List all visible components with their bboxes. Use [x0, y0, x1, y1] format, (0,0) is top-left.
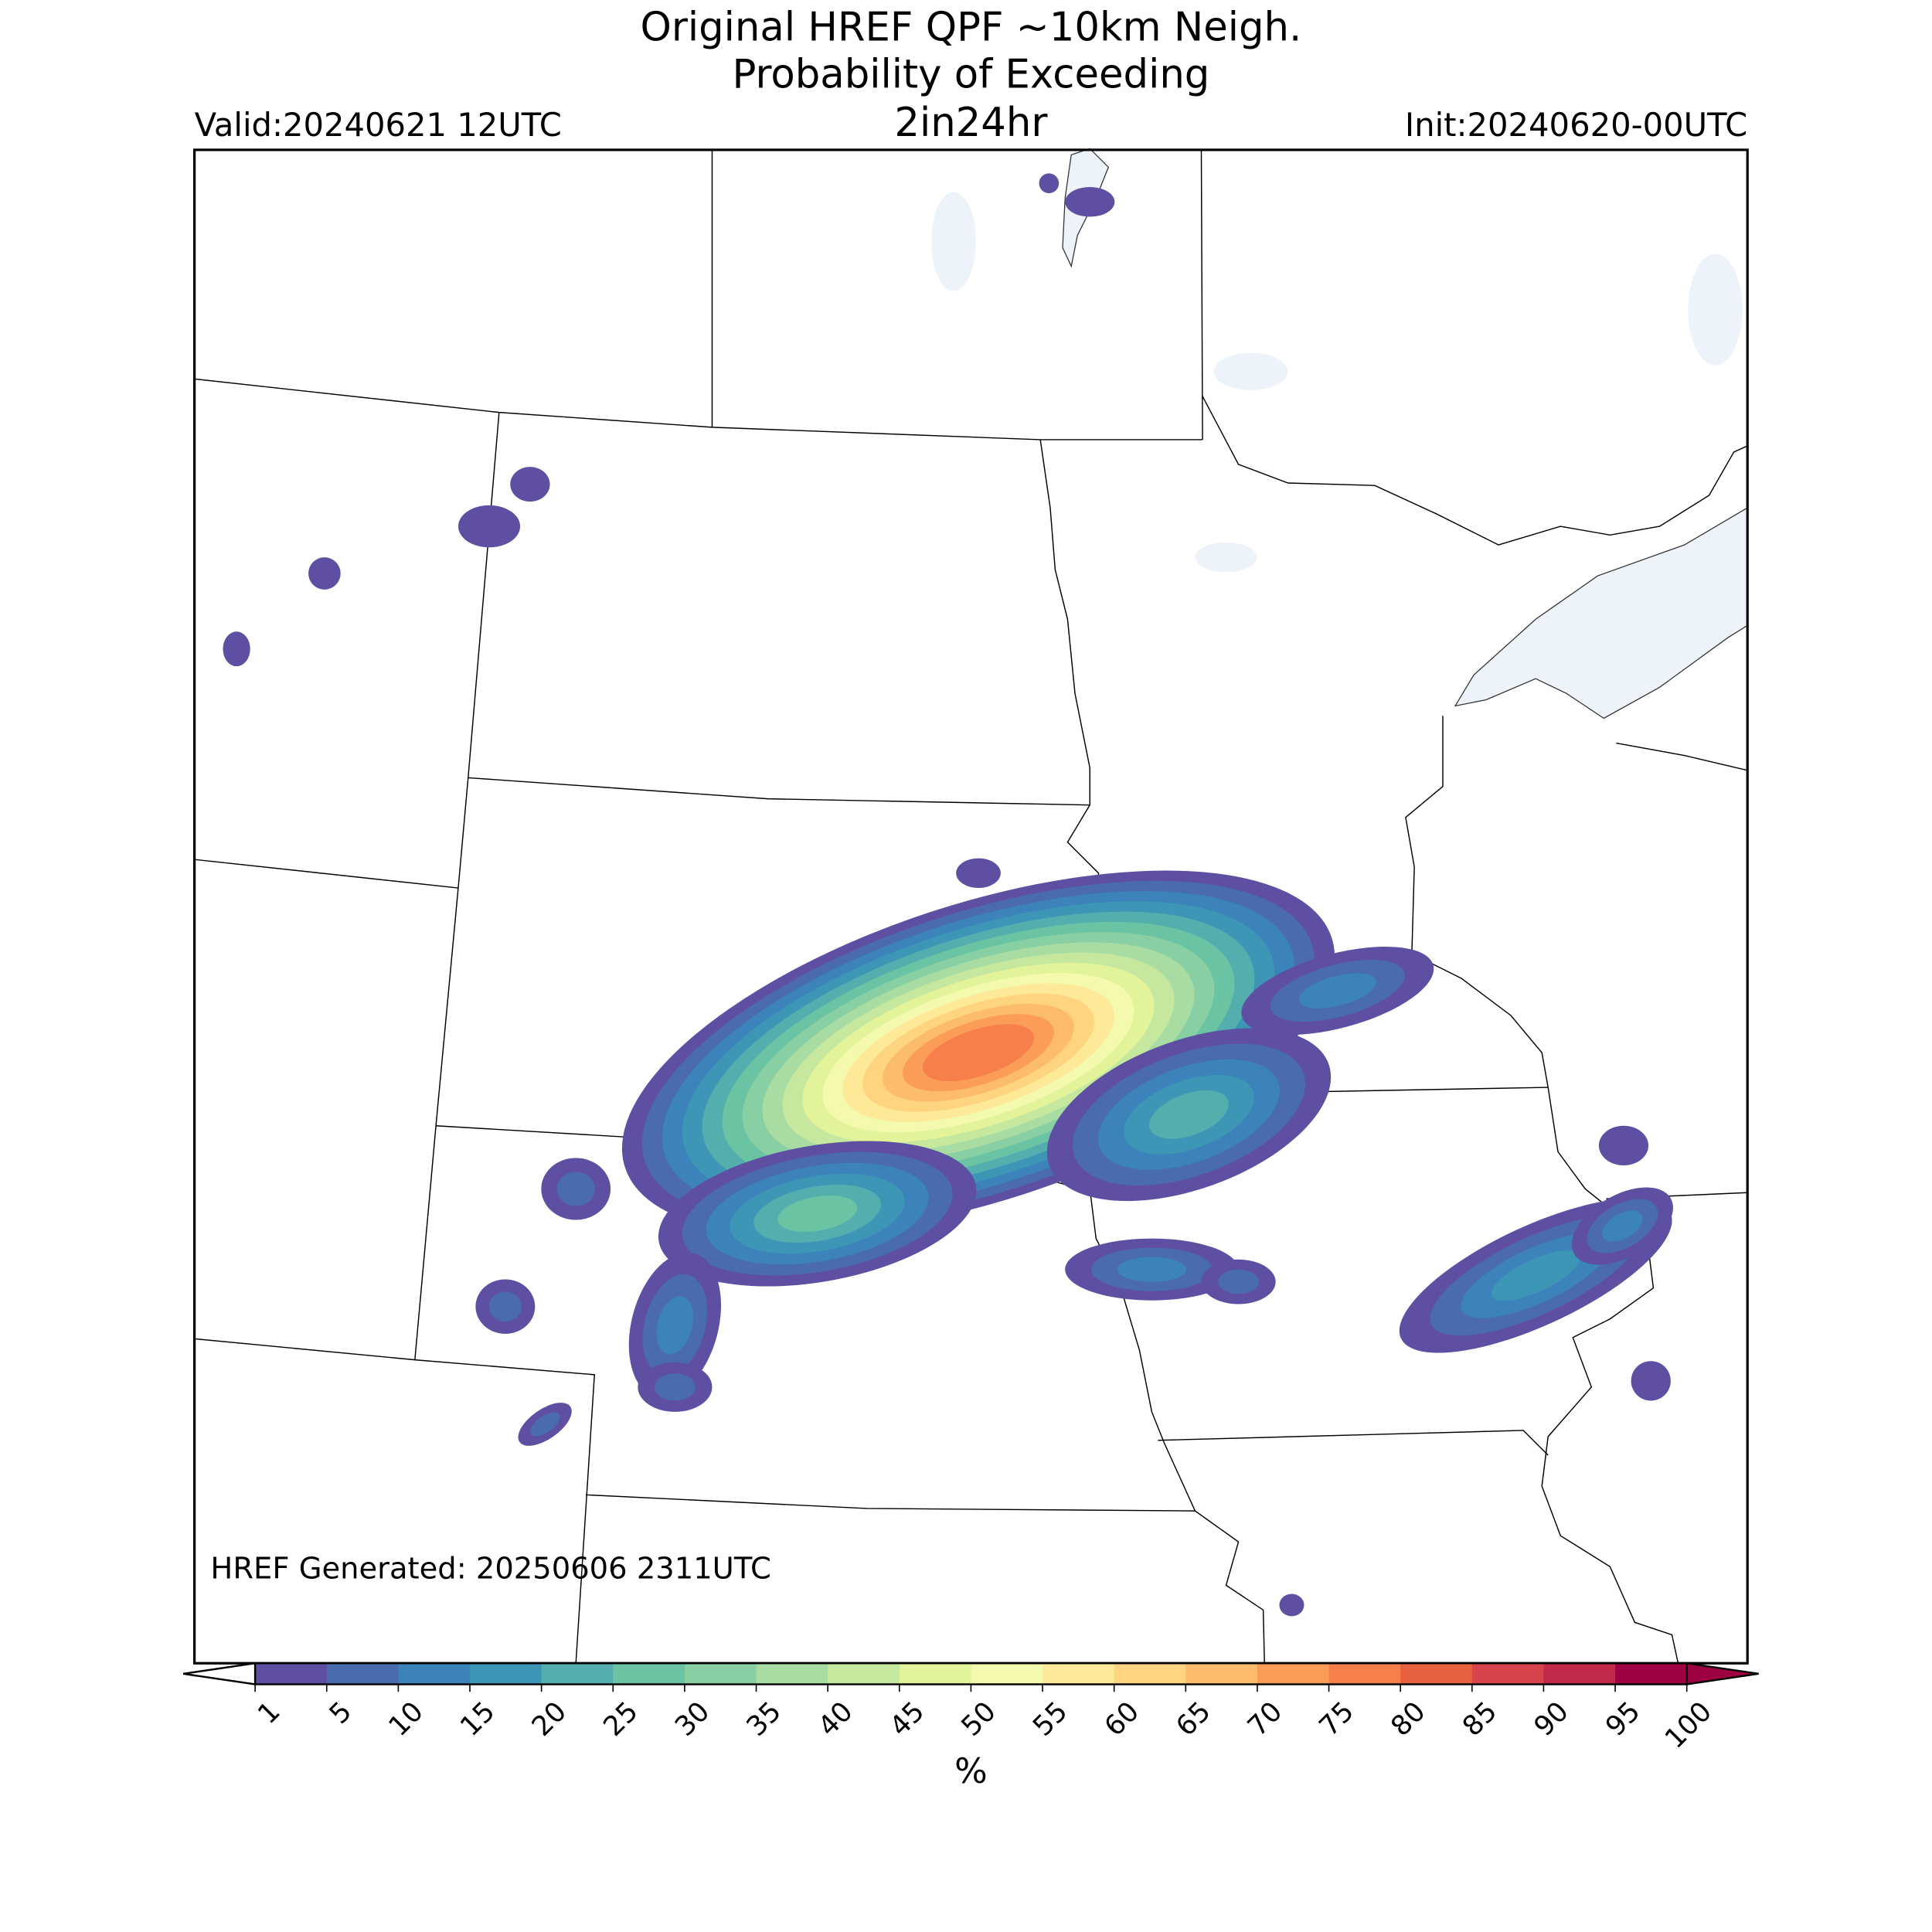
colorbar-segment [756, 1663, 828, 1685]
colorbar-segment [899, 1663, 972, 1685]
precip-area [223, 631, 250, 667]
colorbar-tick-label: 20 [526, 1696, 573, 1743]
colorbar-segment [255, 1663, 328, 1685]
precip-area [1491, 1250, 1580, 1301]
border [585, 1494, 1196, 1512]
colorbar-frame [253, 1662, 1688, 1685]
precip-area [1279, 1594, 1304, 1617]
generated-note: HREF Generated: 20250606 2311UTC [210, 1552, 770, 1587]
colorbar-segment [1257, 1663, 1330, 1685]
colorbar-tick-label: 5 [323, 1696, 358, 1730]
colorbar-segment [398, 1663, 471, 1685]
precip-area [1039, 173, 1060, 193]
colorbar-tick-label: 75 [1313, 1696, 1360, 1743]
precip-area [1065, 186, 1115, 217]
precip-area [530, 1412, 560, 1437]
colorbar-tick-label: 100 [1659, 1696, 1719, 1755]
colorbar-tick-label: 65 [1170, 1696, 1217, 1743]
colorbar-tick-label: 85 [1457, 1696, 1504, 1743]
colorbar-tick-label: 15 [454, 1696, 502, 1743]
precip-area [1117, 1257, 1187, 1282]
colorbar-segment [1400, 1663, 1473, 1685]
precip-area [656, 1296, 694, 1355]
colorbar-segment [684, 1663, 757, 1685]
precip-area [777, 1196, 858, 1233]
colorbar-tick-label: 95 [1600, 1696, 1647, 1743]
lake [1688, 253, 1743, 366]
colorbar-tick-label: 30 [669, 1696, 716, 1743]
precipitation-field [223, 173, 1673, 1617]
colorbar-segment [1114, 1663, 1187, 1685]
colorbar-segment [1328, 1663, 1401, 1685]
title-line: Original HREF QPF ~10km Neigh. [640, 4, 1301, 50]
valid-time: Valid:20240621 12UTC [195, 106, 562, 144]
colorbar: % 1 5 10 15 20 25 30 35 40 45 50 55 60 65 70 75 80 85 90 95… [183, 1662, 1759, 1791]
colorbar-tick-label: 90 [1528, 1696, 1575, 1743]
border [1158, 1430, 1549, 1456]
init-time: Init:20240620-00UTC [1405, 106, 1747, 144]
lake [931, 192, 976, 291]
lake [1195, 542, 1257, 573]
precip-area [556, 1172, 595, 1206]
colorbar-extend [183, 1662, 257, 1685]
colorbar-segment [1471, 1663, 1545, 1685]
title-line: 2in24hr [894, 100, 1048, 146]
map: HREF Generated: 20250606 2311UTC [193, 148, 1749, 1665]
precip-area [956, 858, 1001, 889]
border [1039, 439, 1100, 1097]
precip-area [922, 1024, 1035, 1081]
colorbar-tick-label: 1 [252, 1696, 287, 1730]
precip-area [457, 505, 521, 548]
lakes [931, 148, 1748, 719]
colorbar-segment [1043, 1663, 1115, 1685]
border [1616, 742, 1748, 771]
precip-area [1631, 1361, 1671, 1401]
colorbar-tick-label: 50 [955, 1696, 1002, 1743]
precip-area [654, 1373, 696, 1401]
colorbar-segment [613, 1663, 685, 1685]
border [194, 859, 459, 889]
colorbar-tick-label: 45 [884, 1696, 931, 1743]
colorbar-extend [1685, 1662, 1759, 1685]
colorbar-tick-label: 60 [1098, 1696, 1145, 1743]
border [414, 887, 459, 1360]
colorbar-segment [971, 1663, 1043, 1685]
colorbar-tick-label: 10 [383, 1696, 430, 1743]
colorbar-segment [828, 1663, 900, 1685]
precip-area [1218, 1269, 1260, 1294]
precip-area [488, 1291, 522, 1322]
lake [1213, 352, 1288, 390]
colorbar-segment [1543, 1663, 1616, 1685]
colorbar-segment [541, 1663, 614, 1685]
colorbar-tick-label: 55 [1027, 1696, 1074, 1743]
colorbar-label: % [954, 1750, 988, 1791]
colorbar-segment [326, 1663, 400, 1685]
border [194, 1338, 595, 1664]
border [194, 378, 1203, 440]
colorbar-tick-label: 35 [740, 1696, 787, 1743]
title-line: Probability of Exceeding [732, 51, 1209, 97]
colorbar-tick-label: 80 [1385, 1696, 1432, 1743]
precip-area [1149, 1090, 1229, 1139]
colorbar-segment [1185, 1663, 1258, 1685]
precip-area [1598, 1125, 1649, 1166]
colorbar-tick-label: 40 [812, 1696, 859, 1743]
colorbar-tick-label: 70 [1242, 1696, 1289, 1743]
precip-area [510, 467, 550, 502]
border [1202, 396, 1748, 546]
colorbar-segment [1615, 1663, 1688, 1685]
precip-area [1602, 1210, 1643, 1242]
precip-area [308, 557, 341, 590]
border [468, 777, 1090, 806]
lake-superior [1454, 506, 1748, 719]
border [1200, 149, 1203, 440]
precip-area [1298, 973, 1376, 1009]
colorbar-segment [470, 1663, 543, 1685]
colorbar-tick-label: 25 [597, 1696, 645, 1743]
